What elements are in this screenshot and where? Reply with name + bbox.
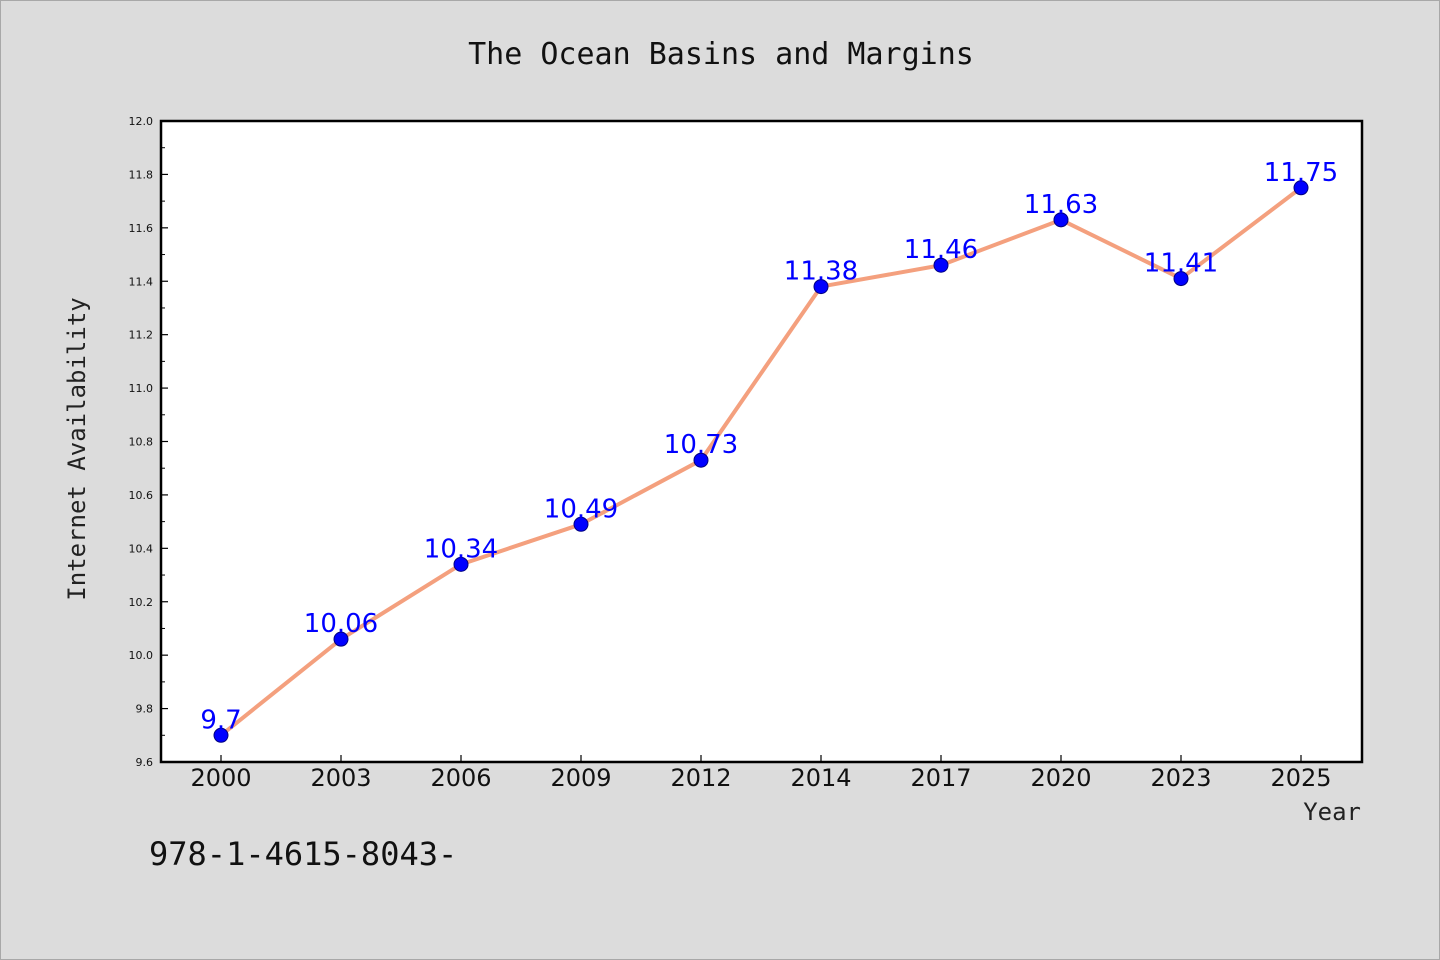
data-point [813, 279, 829, 295]
x-axis: 2000 2003 2006 2009 2012 2014 2017 2020 2023 2025 [190, 755, 1332, 792]
chart-title: The Ocean Basins and Margins [468, 37, 974, 72]
x-tick-label: 2014 [790, 764, 851, 792]
y-tick-label: 9.6 [136, 756, 154, 769]
y-tick-label: 12.0 [129, 115, 154, 128]
data-label: 11.38 [784, 257, 858, 287]
x-axis-label: Year [1303, 798, 1361, 826]
footer-code: 978-1-4615-8043- [149, 835, 457, 873]
y-tick-label: 10.8 [129, 436, 154, 449]
y-tick-label: 10.2 [129, 596, 154, 609]
series-line [219, 185, 1303, 738]
y-tick-label: 11.2 [129, 329, 154, 342]
x-tick-label: 2017 [910, 764, 971, 792]
x-tick-label: 2023 [1150, 764, 1211, 792]
data-point [1293, 180, 1309, 196]
data-label: 9.7 [200, 705, 241, 735]
data-label: 10.06 [304, 609, 378, 639]
x-tick-label: 2009 [550, 764, 611, 792]
y-tick-label: 11.0 [129, 382, 154, 395]
data-point [573, 516, 589, 532]
x-tick-label: 2000 [190, 764, 251, 792]
data-label: 11.63 [1024, 190, 1098, 220]
data-point [213, 727, 229, 743]
data-point [933, 257, 949, 273]
y-tick-label: 9.8 [136, 703, 154, 716]
data-point [1053, 212, 1069, 228]
y-tick-label: 10.4 [129, 542, 154, 555]
y-axis: 9.6 9.8 10.0 10.2 10.4 10.6 10.8 11.0 11.2 11.4 11… [129, 115, 168, 769]
data-label: 11.41 [1144, 249, 1218, 279]
y-tick-label: 10.6 [129, 489, 154, 502]
x-tick-label: 2012 [670, 764, 731, 792]
data-label: 11.75 [1264, 158, 1338, 188]
plot-area [159, 119, 1364, 764]
y-tick-label: 10.0 [129, 649, 154, 662]
y-axis-label: Internet Availability [63, 297, 91, 600]
data-point [693, 452, 709, 468]
y-tick-label: 11.8 [129, 168, 154, 181]
data-point [1173, 271, 1189, 287]
data-label-layer: 9.7 10.06 10.34 10.49 10.73 11.38 11.46 11.63 11… [200, 158, 1338, 736]
data-label: 10.34 [424, 534, 498, 564]
series-layer [213, 180, 1309, 743]
x-tick-label: 2020 [1030, 764, 1091, 792]
data-label: 11.46 [904, 235, 978, 265]
data-point [333, 631, 349, 647]
data-label: 10.73 [664, 430, 738, 460]
x-tick-label: 2025 [1270, 764, 1331, 792]
y-tick-label: 11.6 [129, 222, 154, 235]
x-tick-label: 2006 [430, 764, 491, 792]
x-tick-label: 2003 [310, 764, 371, 792]
data-point [453, 556, 469, 572]
data-label: 10.49 [544, 494, 618, 524]
y-tick-label: 11.4 [129, 275, 154, 288]
